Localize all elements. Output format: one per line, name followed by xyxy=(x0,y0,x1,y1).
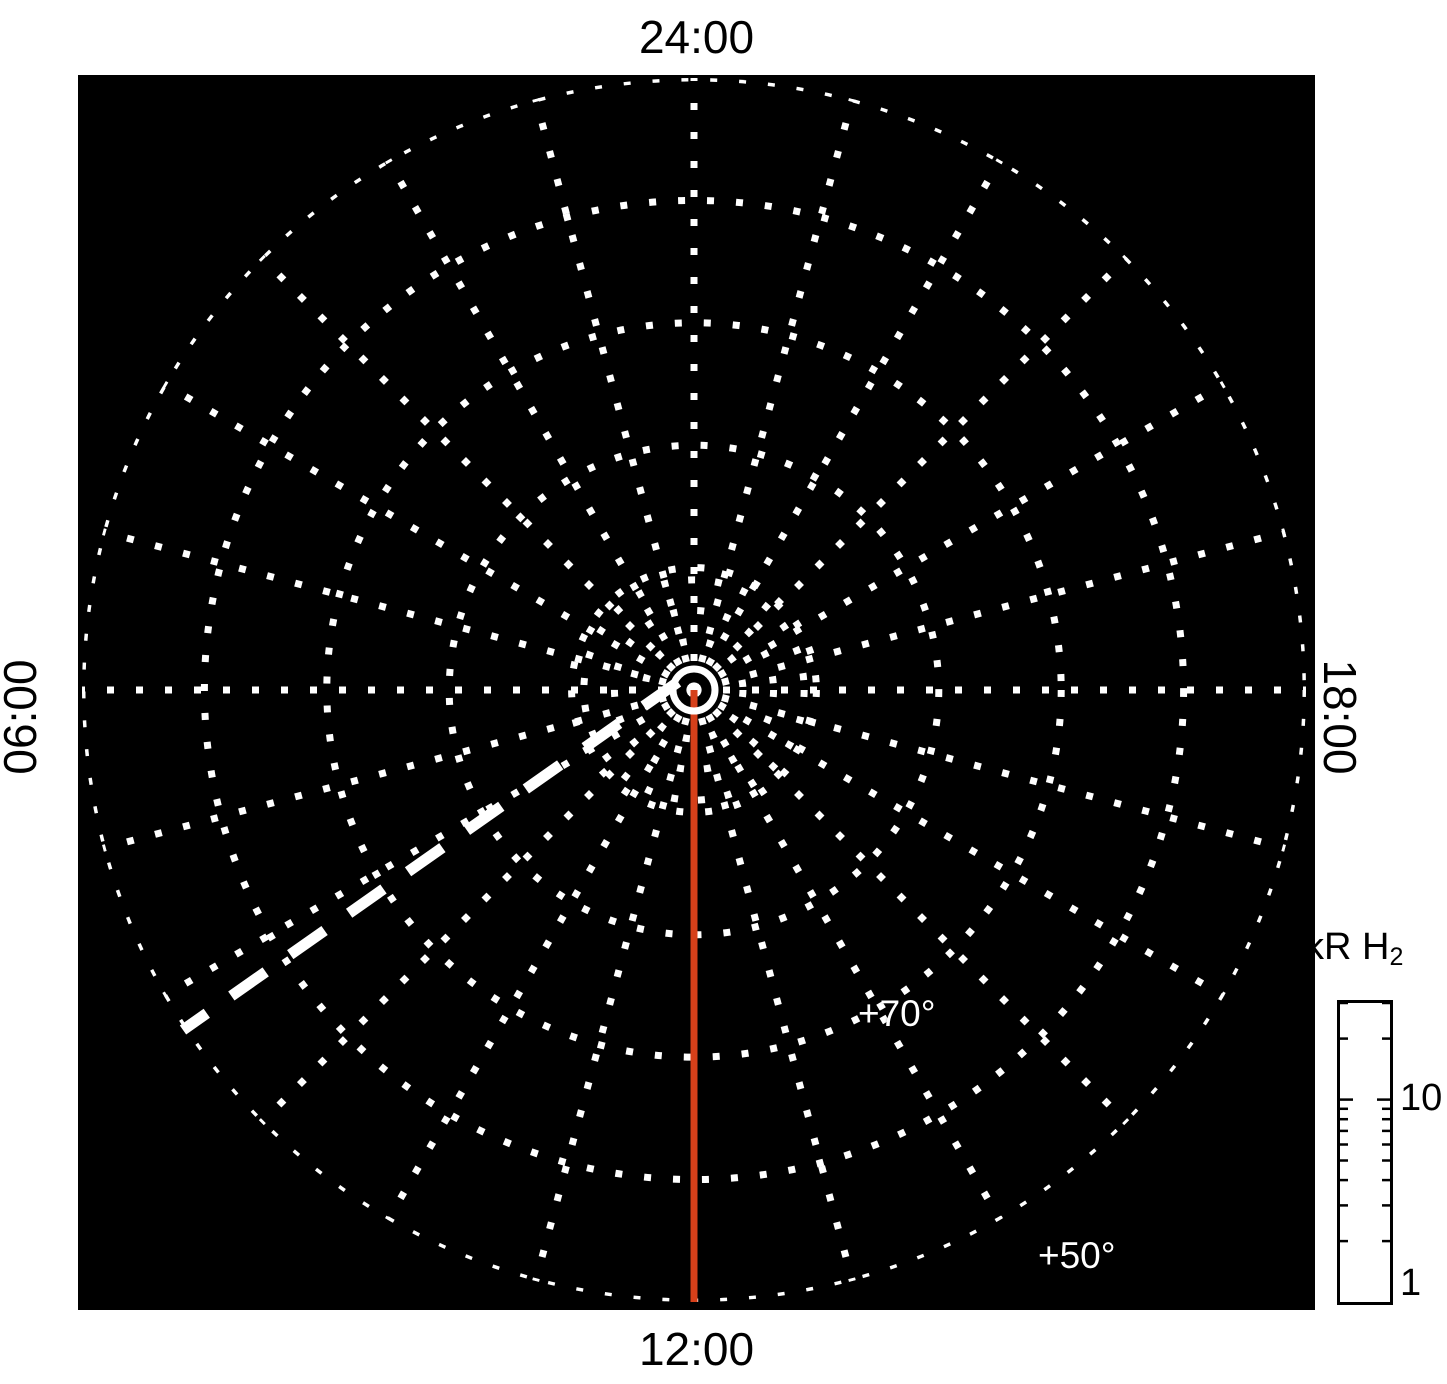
axis-label-bottom-1200: 12:00 xyxy=(638,1323,755,1375)
axis-label-top-2400: 24:00 xyxy=(638,11,755,63)
axis-label-left-0600: 06:00 xyxy=(0,659,46,775)
polar-plot-canvas xyxy=(78,75,1315,1310)
axis-label-right-1800: 18:00 xyxy=(1314,659,1366,775)
polar-plot-panel: +70° +50° xyxy=(78,75,1315,1310)
